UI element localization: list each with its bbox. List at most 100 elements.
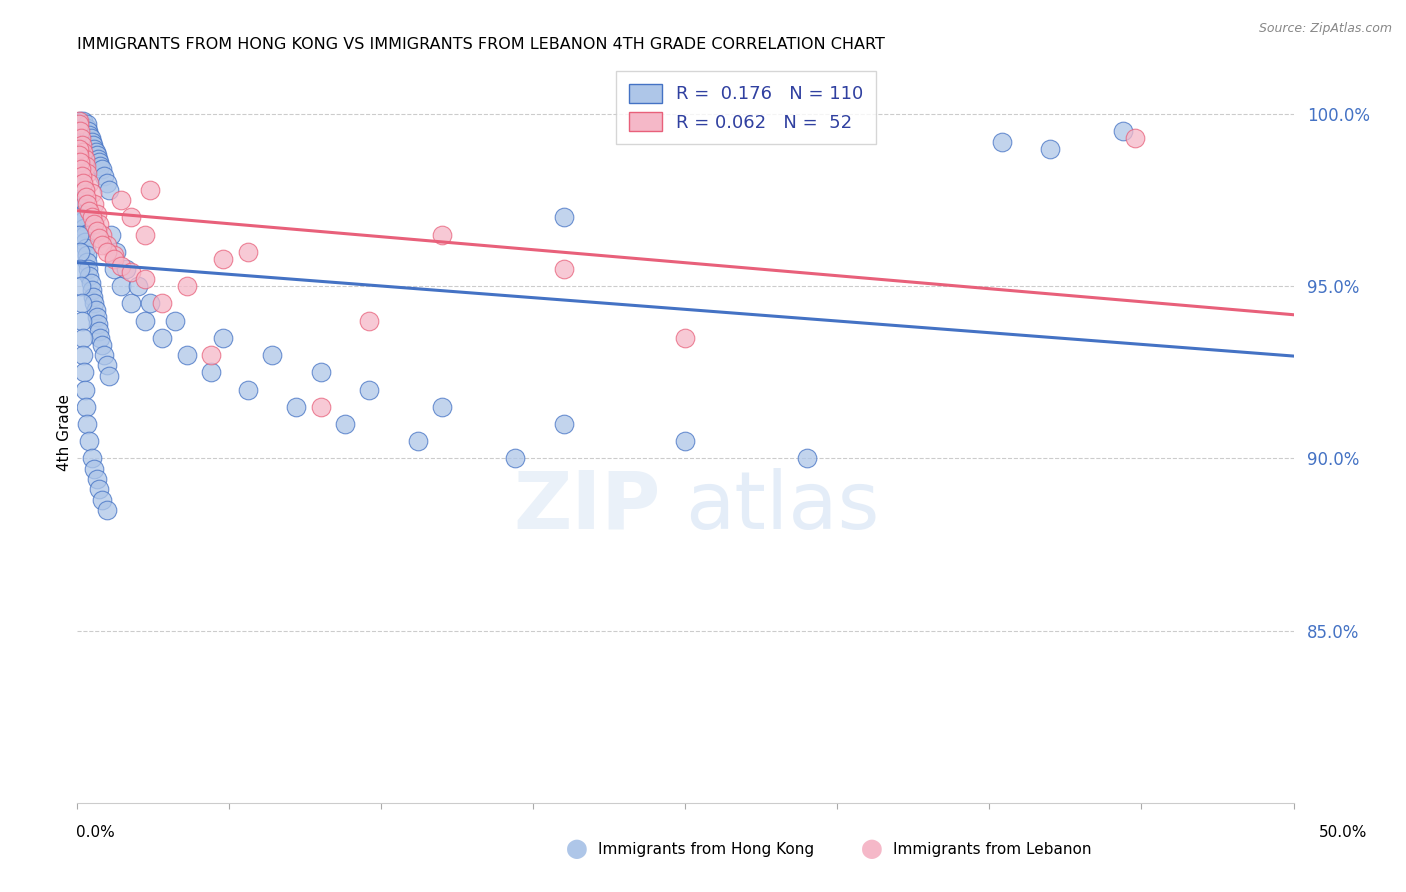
Point: [406, 434, 429, 449]
Point: [67, 227, 90, 242]
Text: Immigrants from Lebanon: Immigrants from Lebanon: [893, 842, 1091, 856]
Point: [72, 114, 94, 128]
Point: [83, 462, 105, 476]
Point: [90, 162, 112, 177]
Point: [359, 383, 381, 397]
Text: IMMIGRANTS FROM HONG KONG VS IMMIGRANTS FROM LEBANON 4TH GRADE CORRELATION CHART: IMMIGRANTS FROM HONG KONG VS IMMIGRANTS …: [77, 37, 886, 52]
Point: [84, 145, 107, 159]
Point: [96, 238, 118, 252]
Point: [103, 252, 125, 266]
Point: [200, 348, 222, 362]
Point: [73, 227, 96, 242]
Point: [89, 155, 111, 169]
Point: [67, 117, 90, 131]
Point: [67, 159, 90, 173]
Point: [79, 128, 101, 142]
Point: [67, 124, 90, 138]
Text: ⬤: ⬤: [565, 839, 588, 859]
Point: [90, 492, 112, 507]
Point: [67, 166, 90, 180]
Point: [100, 227, 122, 242]
Point: [79, 176, 101, 190]
Point: [80, 451, 103, 466]
Point: [80, 186, 103, 201]
Point: [176, 348, 198, 362]
Point: [73, 124, 96, 138]
Point: [89, 217, 111, 231]
Point: [84, 303, 107, 318]
Point: [70, 117, 93, 131]
Point: [76, 120, 98, 135]
Point: [675, 331, 697, 345]
Text: ⬤: ⬤: [860, 839, 883, 859]
Text: Immigrants from Hong Kong: Immigrants from Hong Kong: [598, 842, 814, 856]
Point: [76, 117, 98, 131]
Point: [359, 314, 381, 328]
Point: [86, 472, 108, 486]
Point: [553, 211, 575, 225]
Point: [73, 183, 96, 197]
Point: [75, 235, 97, 249]
Point: [134, 272, 156, 286]
Point: [87, 152, 110, 166]
Point: [93, 348, 115, 362]
Point: [134, 314, 156, 328]
Point: [72, 214, 94, 228]
Y-axis label: 4th Grade: 4th Grade: [56, 394, 72, 471]
Point: [72, 145, 94, 159]
Point: [83, 196, 105, 211]
Point: [86, 207, 108, 221]
Point: [89, 231, 111, 245]
Point: [83, 217, 105, 231]
Point: [72, 331, 94, 345]
Point: [89, 483, 111, 497]
Point: [87, 317, 110, 331]
Point: [796, 451, 818, 466]
Point: [70, 169, 93, 183]
Point: [73, 152, 96, 166]
Point: [69, 155, 91, 169]
Text: Source: ZipAtlas.com: Source: ZipAtlas.com: [1258, 22, 1392, 36]
Point: [69, 124, 91, 138]
Point: [77, 124, 100, 138]
Point: [127, 279, 149, 293]
Point: [553, 262, 575, 277]
Point: [69, 172, 91, 186]
Point: [70, 193, 93, 207]
Point: [430, 227, 453, 242]
Point: [152, 331, 174, 345]
Legend: R =  0.176   N = 110, R = 0.062   N =  52: R = 0.176 N = 110, R = 0.062 N = 52: [616, 71, 876, 145]
Point: [163, 314, 186, 328]
Point: [80, 131, 103, 145]
Point: [430, 400, 453, 414]
Point: [76, 255, 98, 269]
Point: [96, 503, 118, 517]
Point: [76, 196, 98, 211]
Point: [73, 220, 96, 235]
Point: [90, 238, 112, 252]
Point: [260, 348, 283, 362]
Point: [1039, 142, 1062, 156]
Point: [80, 135, 103, 149]
Point: [69, 179, 91, 194]
Point: [110, 193, 132, 207]
Point: [83, 296, 105, 310]
Point: [96, 176, 118, 190]
Point: [236, 244, 259, 259]
Point: [110, 259, 132, 273]
Point: [675, 434, 697, 449]
Point: [70, 131, 93, 145]
Point: [139, 296, 162, 310]
Point: [77, 262, 100, 277]
Point: [67, 120, 90, 135]
Point: [70, 124, 93, 138]
Point: [79, 203, 101, 218]
Point: [75, 400, 97, 414]
Point: [83, 142, 105, 156]
Point: [200, 365, 222, 379]
Point: [70, 200, 93, 214]
Point: [76, 166, 98, 180]
Point: [72, 128, 94, 142]
Point: [69, 114, 91, 128]
Point: [139, 183, 162, 197]
